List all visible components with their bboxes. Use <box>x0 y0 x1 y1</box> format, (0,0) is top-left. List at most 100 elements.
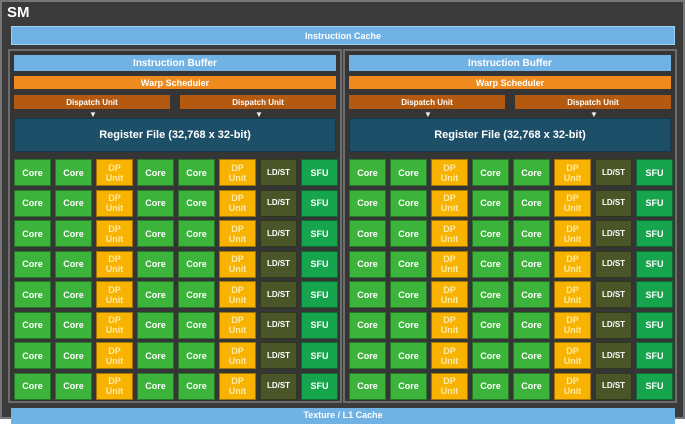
ldst-unit: LD/ST <box>260 251 297 278</box>
core-unit: Core <box>137 312 174 339</box>
dp-unit: DP Unit <box>96 373 133 400</box>
dp-unit: DP Unit <box>219 190 256 217</box>
core-unit: Core <box>137 251 174 278</box>
sfu-unit: SFU <box>301 159 338 186</box>
dp-unit: DP Unit <box>96 220 133 247</box>
dp-unit: DP Unit <box>554 190 591 217</box>
core-unit: Core <box>55 312 92 339</box>
core-unit: Core <box>55 220 92 247</box>
ldst-unit: LD/ST <box>260 159 297 186</box>
ldst-unit: LD/ST <box>595 312 632 339</box>
sfu-unit: SFU <box>636 281 673 308</box>
sfu-unit: SFU <box>301 281 338 308</box>
partition-left: Instruction Buffer Warp Scheduler Dispat… <box>8 49 342 403</box>
dp-unit: DP Unit <box>96 342 133 369</box>
sfu-unit: SFU <box>301 220 338 247</box>
core-unit: Core <box>513 342 550 369</box>
core-unit: Core <box>178 220 215 247</box>
ldst-unit: LD/ST <box>595 281 632 308</box>
core-unit: Core <box>472 251 509 278</box>
sfu-unit: SFU <box>636 342 673 369</box>
core-unit: Core <box>178 281 215 308</box>
core-unit: Core <box>390 251 427 278</box>
sfu-unit: SFU <box>636 312 673 339</box>
unit-grid: CoreCoreDP UnitCoreCoreDP UnitLD/STSFUCo… <box>349 159 673 400</box>
sfu-unit: SFU <box>301 342 338 369</box>
core-unit: Core <box>513 220 550 247</box>
core-unit: Core <box>390 190 427 217</box>
sfu-unit: SFU <box>301 251 338 278</box>
core-unit: Core <box>349 312 386 339</box>
core-unit: Core <box>472 281 509 308</box>
dp-unit: DP Unit <box>219 281 256 308</box>
texture-l1-cache: Texture / L1 Cache <box>11 408 675 424</box>
register-file: Register File (32,768 x 32-bit) <box>349 118 671 152</box>
sfu-unit: SFU <box>301 373 338 400</box>
core-unit: Core <box>137 373 174 400</box>
core-unit: Core <box>137 342 174 369</box>
core-unit: Core <box>55 373 92 400</box>
dp-unit: DP Unit <box>431 312 468 339</box>
core-unit: Core <box>178 190 215 217</box>
core-unit: Core <box>178 342 215 369</box>
dispatch-unit: Dispatch Unit <box>349 95 505 109</box>
core-unit: Core <box>472 342 509 369</box>
ldst-unit: LD/ST <box>260 190 297 217</box>
dp-unit: DP Unit <box>431 190 468 217</box>
core-unit: Core <box>137 281 174 308</box>
sfu-unit: SFU <box>636 251 673 278</box>
ldst-unit: LD/ST <box>260 281 297 308</box>
dp-unit: DP Unit <box>96 190 133 217</box>
dp-unit: DP Unit <box>431 159 468 186</box>
dp-unit: DP Unit <box>219 220 256 247</box>
core-unit: Core <box>349 159 386 186</box>
dp-unit: DP Unit <box>431 373 468 400</box>
dp-unit: DP Unit <box>219 159 256 186</box>
core-unit: Core <box>14 342 51 369</box>
warp-scheduler: Warp Scheduler <box>14 76 336 89</box>
core-unit: Core <box>513 281 550 308</box>
core-unit: Core <box>55 281 92 308</box>
sm-block: SM Instruction Cache Instruction Buffer … <box>0 0 685 419</box>
dp-unit: DP Unit <box>554 159 591 186</box>
instruction-buffer: Instruction Buffer <box>14 55 336 71</box>
core-unit: Core <box>349 342 386 369</box>
dp-unit: DP Unit <box>219 312 256 339</box>
sfu-unit: SFU <box>301 312 338 339</box>
ldst-unit: LD/ST <box>595 373 632 400</box>
sfu-unit: SFU <box>636 159 673 186</box>
dp-unit: DP Unit <box>554 373 591 400</box>
core-unit: Core <box>14 220 51 247</box>
core-unit: Core <box>513 159 550 186</box>
dp-unit: DP Unit <box>554 342 591 369</box>
core-unit: Core <box>14 159 51 186</box>
core-unit: Core <box>513 190 550 217</box>
core-unit: Core <box>14 281 51 308</box>
core-unit: Core <box>390 281 427 308</box>
core-unit: Core <box>349 373 386 400</box>
dispatch-unit: Dispatch Unit <box>180 95 336 109</box>
core-unit: Core <box>55 251 92 278</box>
core-unit: Core <box>178 312 215 339</box>
core-unit: Core <box>513 312 550 339</box>
dispatch-unit: Dispatch Unit <box>515 95 671 109</box>
core-unit: Core <box>178 159 215 186</box>
dp-unit: DP Unit <box>96 251 133 278</box>
core-unit: Core <box>472 373 509 400</box>
dp-unit: DP Unit <box>219 342 256 369</box>
core-unit: Core <box>14 373 51 400</box>
core-unit: Core <box>349 281 386 308</box>
instruction-buffer: Instruction Buffer <box>349 55 671 71</box>
core-unit: Core <box>55 159 92 186</box>
core-unit: Core <box>390 159 427 186</box>
dp-unit: DP Unit <box>554 220 591 247</box>
dp-unit: DP Unit <box>554 251 591 278</box>
core-unit: Core <box>178 373 215 400</box>
dp-unit: DP Unit <box>431 251 468 278</box>
ldst-unit: LD/ST <box>595 159 632 186</box>
sfu-unit: SFU <box>636 220 673 247</box>
dp-unit: DP Unit <box>431 220 468 247</box>
ldst-unit: LD/ST <box>595 342 632 369</box>
ldst-unit: LD/ST <box>595 251 632 278</box>
sfu-unit: SFU <box>636 373 673 400</box>
